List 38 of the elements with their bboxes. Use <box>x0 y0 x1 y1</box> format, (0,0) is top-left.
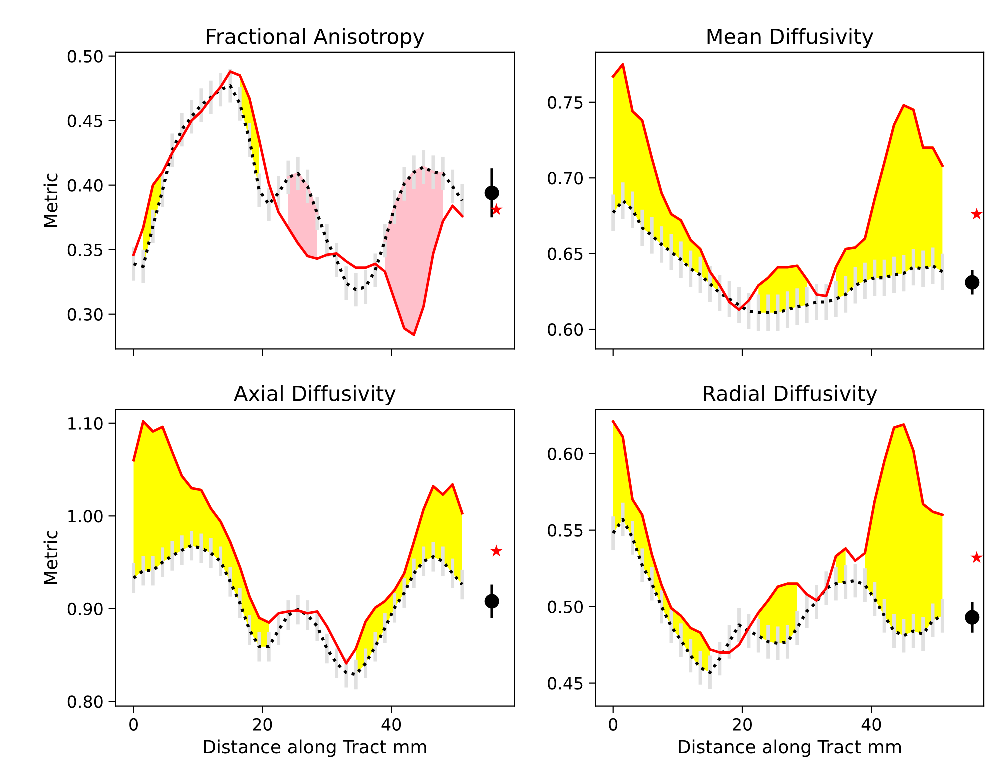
y-tick-label: 0.90 <box>68 602 103 616</box>
line-series <box>132 420 464 665</box>
chart-title: Radial Diffusivity <box>704 385 878 406</box>
y-tick-label: 0.55 <box>548 524 583 537</box>
x-tick-label: 40 <box>382 718 402 731</box>
y-axis-title: Metric <box>44 174 58 228</box>
chart-title: Mean Diffusivity <box>708 28 874 48</box>
line-series <box>612 420 944 654</box>
chart-title: Fractional Anisotropy <box>207 28 424 48</box>
y-tick-label: 0.50 <box>548 600 584 614</box>
y-tick-label: 0.45 <box>548 677 583 690</box>
line-series <box>612 63 944 312</box>
line-series <box>132 84 464 292</box>
y-tick-label: 0.45 <box>68 114 102 128</box>
chart-title: Axial Diffusivity <box>234 385 396 406</box>
line-series <box>132 70 464 336</box>
x-tick-label: 0 <box>609 718 618 731</box>
y-tick-label: 0.70 <box>548 172 584 185</box>
y-tick-label: 0.50 <box>68 50 103 63</box>
y-axis-title: Metric <box>44 530 58 584</box>
x-axis-title: Distance along Tract mm <box>204 740 426 758</box>
y-tick-label: 0.65 <box>548 248 583 260</box>
y-tick-label: 1.00 <box>68 510 103 523</box>
y-tick-label: 1.10 <box>68 417 103 430</box>
y-tick-label: 0.35 <box>68 244 102 256</box>
line-series <box>132 544 464 676</box>
x-tick-label: 0 <box>130 718 138 731</box>
x-tick-label: 20 <box>733 718 752 731</box>
x-axis-title: Distance along Tract mm <box>679 740 902 758</box>
y-tick-label: 0.60 <box>548 448 584 460</box>
y-tick-label: 0.80 <box>68 696 103 708</box>
y-tick-label: 0.40 <box>68 179 103 192</box>
x-tick-label: 40 <box>862 718 882 731</box>
y-tick-label: 0.75 <box>548 96 583 109</box>
y-tick-label: 0.60 <box>548 323 584 336</box>
x-tick-label: 20 <box>253 718 272 731</box>
y-tick-label: 0.30 <box>68 308 103 321</box>
line-series <box>612 199 944 314</box>
